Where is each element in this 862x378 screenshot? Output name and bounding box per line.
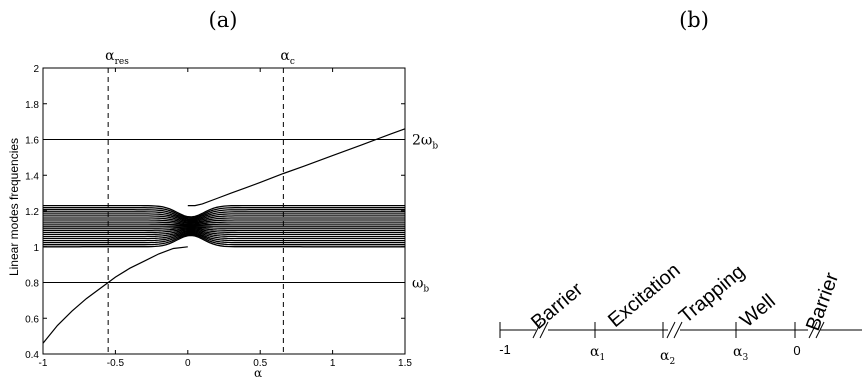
break-mark: [673, 321, 683, 339]
break-mark: [808, 321, 818, 339]
mode-curves: [42, 128, 406, 344]
band-line: [43, 229, 405, 236]
zero-label: 0: [793, 343, 800, 358]
band-line: [43, 221, 405, 225]
band-line: [43, 231, 405, 240]
break-mark: [532, 321, 542, 339]
y-tick-label: 1: [33, 243, 39, 254]
y-tick-label: 0.4: [25, 350, 39, 361]
y-tick-labels: 0.4 0.6 0.8 1 1.2 1.4 1.6 1.8 2: [25, 64, 39, 361]
break-mark: [666, 321, 676, 339]
x-tick-label: 1.5: [398, 358, 412, 369]
y-tick-label: 0.8: [25, 279, 39, 290]
band-line: [43, 211, 405, 221]
series-line: [42, 246, 188, 344]
number-line: [499, 321, 862, 339]
break-mark: [539, 321, 549, 339]
band-line: [43, 232, 405, 242]
band-line: [43, 213, 405, 222]
frequency-band: [43, 204, 405, 248]
alpha-c-main: α: [280, 48, 290, 64]
reference-lines: [43, 139, 405, 283]
alpha-3-label: α3: [733, 344, 748, 363]
y-tick-label: 1.2: [25, 207, 39, 218]
band-line: [43, 209, 405, 220]
panel-a-label: (a): [209, 8, 238, 32]
omega-b-label: ωb: [412, 276, 429, 295]
x-tick-label: 0.5: [253, 358, 267, 369]
band-line: [43, 228, 405, 234]
band-line: [43, 227, 405, 231]
x-tick-label: -0.5: [107, 358, 125, 369]
band-line: [43, 233, 405, 246]
series-line: [187, 128, 406, 207]
chart-a: -1 -0.5 0 0.5 1 1.5 0.4 0.6 0.8 1 1.2 1.…: [7, 48, 438, 378]
band-line: [43, 234, 405, 248]
alpha-1-label: α1: [590, 344, 605, 363]
y-tick-label: 1.8: [25, 100, 39, 111]
band-line: [43, 223, 405, 226]
start-label: -1: [499, 342, 511, 357]
alpha-2-main: α: [660, 348, 670, 364]
two-omega-b-sub: b: [432, 142, 438, 152]
alpha-res-label: αres: [105, 48, 129, 67]
x-tick-labels: -1 -0.5 0 0.5 1 1.5: [39, 358, 413, 369]
y-tick-label: 1.6: [25, 136, 39, 147]
y-axis-label: Linear modes frequencies: [7, 138, 21, 276]
alpha-2-label: α2: [660, 348, 675, 367]
break-mark: [815, 321, 825, 339]
y-tick-label: 0.6: [25, 314, 39, 325]
x-tick-label: 0: [185, 358, 191, 369]
diagram-b: -1 0 α1 α2 α3 Barrier Excitation Trappin…: [499, 259, 862, 367]
band-line: [43, 204, 405, 218]
two-omega-b-main: 2ω: [412, 133, 432, 149]
y-tick-label: 1.4: [25, 171, 39, 182]
alpha-res-sub: res: [115, 57, 130, 67]
band-line: [43, 230, 405, 238]
band-line: [43, 207, 405, 219]
alpha-c-label: αc: [280, 48, 295, 67]
alpha-3-main: α: [733, 344, 743, 360]
omega-b-main: ω: [412, 276, 423, 292]
panel-b-label: (b): [679, 8, 709, 32]
band-line: [43, 217, 405, 224]
alpha-1-main: α: [590, 344, 600, 360]
region-excitation: Excitation: [604, 259, 685, 332]
dashed-lines: [107, 68, 284, 354]
x-axis-label: α: [254, 366, 262, 378]
region-barrier-left: Barrier: [527, 278, 587, 334]
y-tick-label: 2: [33, 64, 39, 75]
axis-ticks: [42, 67, 406, 355]
band-line: [43, 215, 405, 223]
x-tick-label: 1: [330, 358, 336, 369]
band-line: [43, 226, 405, 229]
alpha-c-sub: c: [290, 57, 295, 67]
alpha-2-sub: 2: [669, 357, 675, 367]
plot-frame: [42, 67, 406, 355]
x-tick-label: -1: [39, 358, 48, 369]
omega-b-sub: b: [423, 285, 429, 295]
region-well: Well: [736, 290, 780, 332]
region-barrier-right: Barrier: [802, 269, 843, 333]
two-omega-b-label: 2ωb: [412, 133, 438, 152]
alpha-res-main: α: [105, 48, 115, 64]
alpha-1-sub: 1: [599, 353, 605, 363]
alpha-3-sub: 3: [742, 353, 748, 363]
band-line: [43, 219, 405, 225]
band-line: [43, 232, 405, 244]
